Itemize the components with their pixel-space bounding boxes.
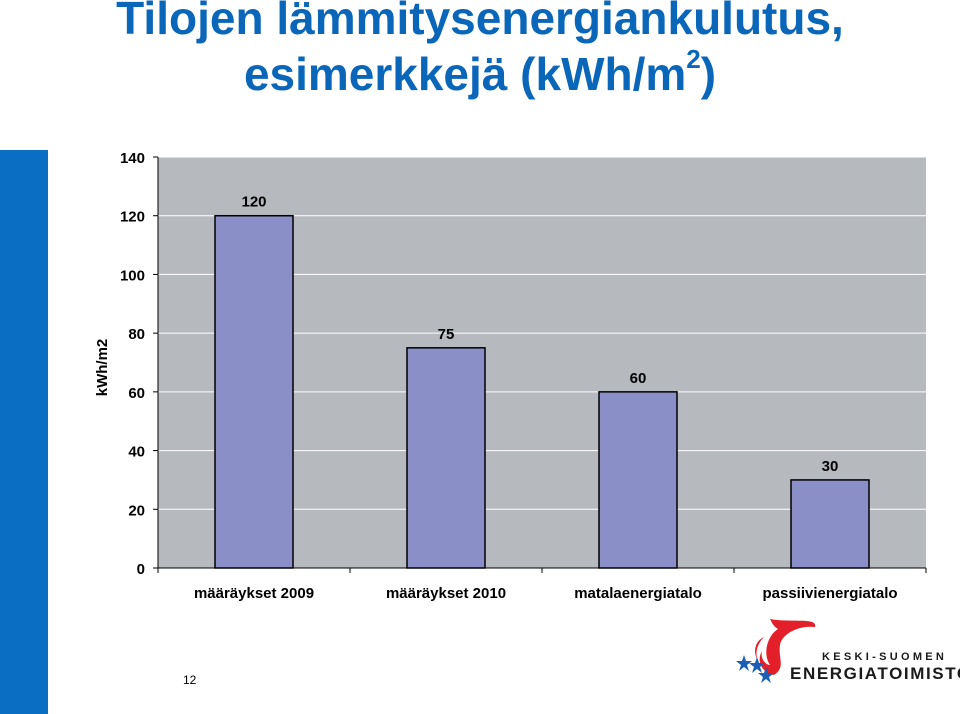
sidebar-accent-bar	[0, 150, 48, 714]
bar	[790, 479, 870, 569]
data-label: 75	[438, 326, 455, 343]
category-label: määräykset 2009	[194, 585, 314, 602]
category-label: matalaenergiatalo	[574, 585, 702, 602]
y-tick-label: 140	[120, 150, 145, 167]
organization-logo: KESKI-SUOMEN ENERGIATOIMISTO	[730, 615, 960, 690]
data-labels: 120 75 60 30	[241, 194, 838, 475]
bar	[214, 214, 294, 569]
data-label: 30	[822, 458, 839, 475]
y-tick-label: 60	[128, 385, 145, 402]
y-tick-label: 40	[128, 444, 145, 461]
bar	[406, 347, 486, 569]
title-line-1: Tilojen lämmitysenergiankulutus,	[116, 0, 844, 44]
logo-text-top: KESKI-SUOMEN	[822, 651, 948, 663]
logo-text-bottom: ENERGIATOIMISTO	[790, 664, 960, 683]
data-label: 60	[630, 370, 647, 387]
bars	[214, 214, 870, 569]
category-label: passiivienergiatalo	[762, 585, 897, 602]
y-tick-label: 100	[120, 267, 145, 284]
title-line-2-end: )	[700, 48, 717, 101]
category-label: määräykset 2010	[386, 585, 506, 602]
data-label: 120	[241, 194, 266, 211]
flame-icon	[755, 619, 816, 675]
bar	[598, 391, 678, 569]
title-line-2-main: esimerkkejä (kWh/m	[243, 48, 687, 101]
title-superscript: 2	[686, 44, 701, 75]
y-tick-labels: 0 20 40 60 80 100 120 140	[120, 150, 145, 578]
page-number: 12	[183, 673, 197, 687]
y-axis-label: kWh/m2	[94, 339, 111, 397]
y-tick-label: 0	[137, 561, 145, 578]
logo-graphic	[736, 619, 816, 683]
star-icon	[736, 655, 774, 683]
slide-title: Tilojen lämmitysenergiankulutus, esimerk…	[0, 0, 960, 102]
y-tick-label: 20	[128, 502, 145, 519]
y-tick-label: 80	[128, 326, 145, 343]
title-line-2: esimerkkejä (kWh/m2)	[0, 46, 960, 102]
category-labels: määräykset 2009 määräykset 2010 matalaener…	[194, 585, 898, 602]
y-tick-label: 120	[120, 209, 145, 226]
